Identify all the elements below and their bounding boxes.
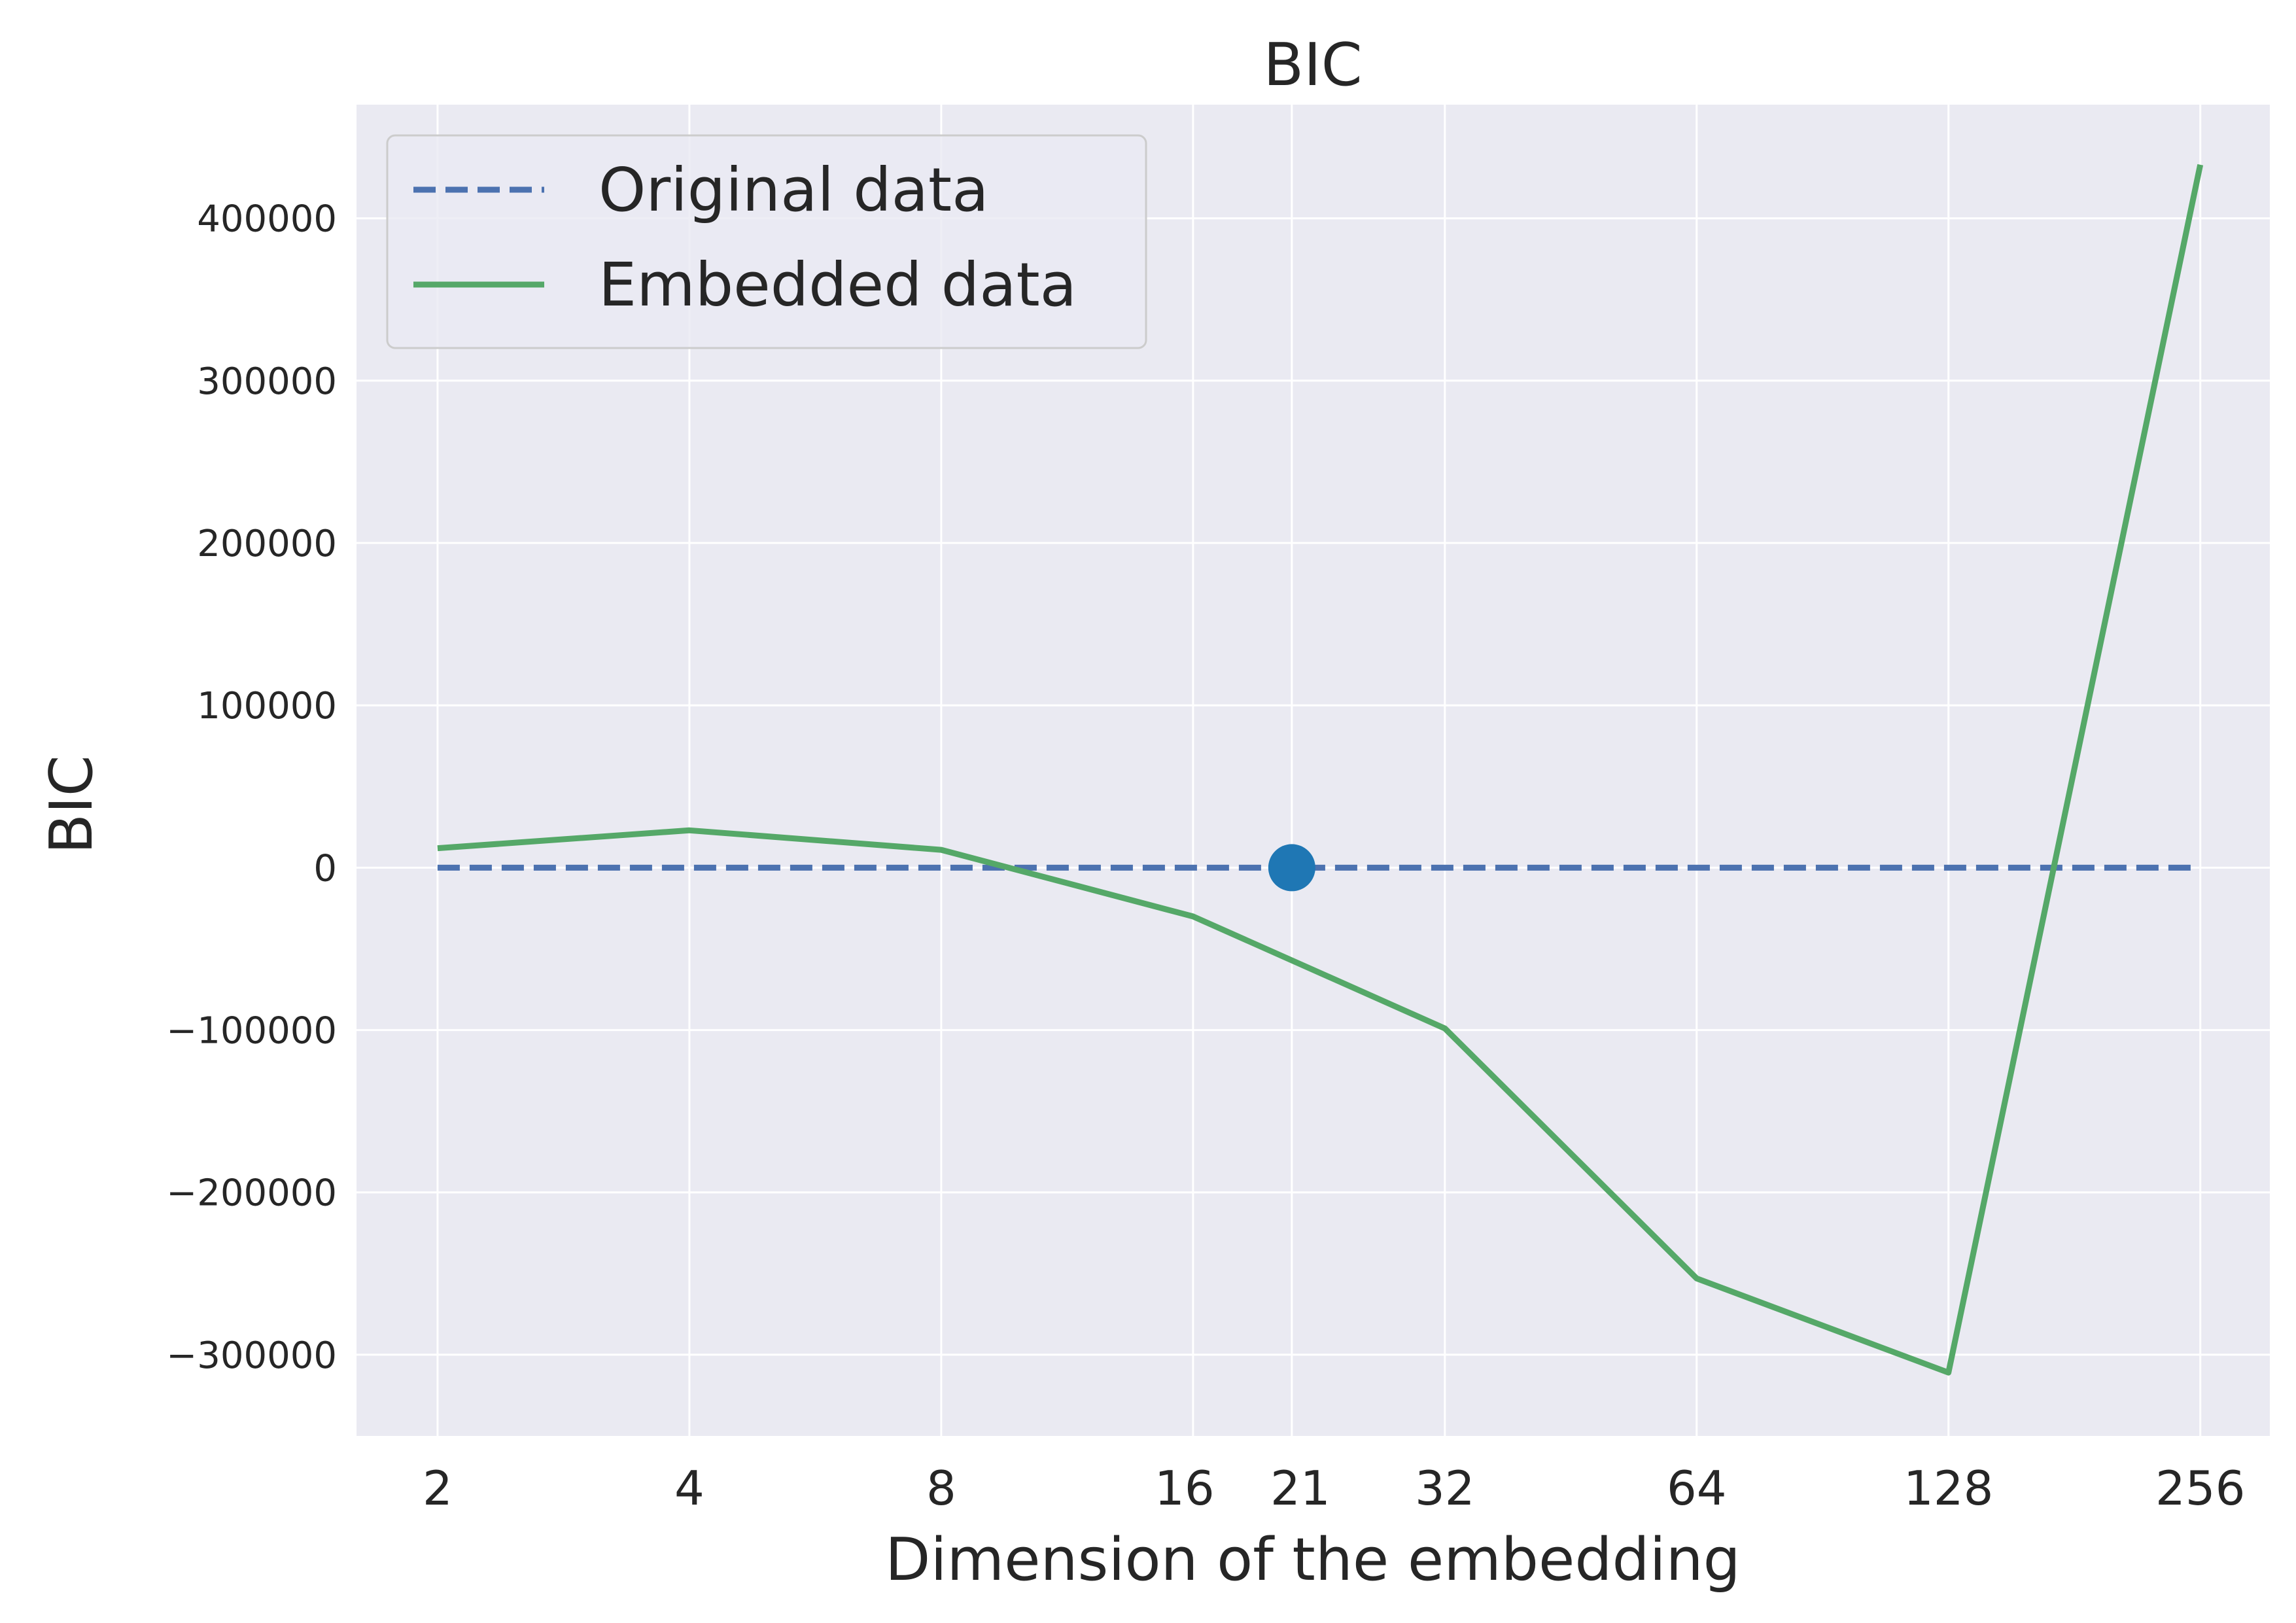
x-tick-label: 2 <box>423 1461 453 1516</box>
x-tick-label: 16 <box>1155 1461 1215 1516</box>
x-axis-label: Dimension of the embedding <box>885 1526 1741 1594</box>
x-tick-labels: 2 4 8 16 21 32 64 128 256 <box>423 1461 2245 1516</box>
x-tick-label: 4 <box>674 1461 704 1516</box>
marker-layer <box>1268 844 1315 892</box>
y-axis-label: BIC <box>37 755 106 854</box>
x-tick-label: 8 <box>926 1461 956 1516</box>
x-tick-label: 64 <box>1667 1461 1727 1516</box>
y-tick-label: 0 <box>313 847 337 890</box>
x-tick-label: 128 <box>1904 1461 1993 1516</box>
y-tick-label: 200000 <box>197 523 337 565</box>
y-tick-label: −200000 <box>166 1172 337 1215</box>
selected-dimension-marker <box>1268 844 1315 892</box>
chart-title: BIC <box>1263 31 1362 99</box>
x-tick-label: 21 <box>1270 1461 1331 1516</box>
y-tick-labels: 400000 300000 200000 100000 0 −100000 −200000 −… <box>166 198 337 1377</box>
legend-label-embedded: Embedded data <box>599 250 1077 320</box>
x-tick-label: 32 <box>1415 1461 1475 1516</box>
y-tick-label: −100000 <box>166 1010 337 1053</box>
y-tick-label: 100000 <box>197 685 337 727</box>
legend-box <box>386 134 1147 349</box>
series-line-embedded <box>437 164 2204 1376</box>
y-tick-label: 400000 <box>197 198 337 241</box>
y-tick-label: −300000 <box>166 1335 337 1377</box>
legend-label-original: Original data <box>599 155 988 225</box>
y-tick-label: 300000 <box>197 360 337 403</box>
legend: Original data Embedded data <box>386 134 1147 349</box>
x-tick-label: 256 <box>2155 1461 2245 1516</box>
